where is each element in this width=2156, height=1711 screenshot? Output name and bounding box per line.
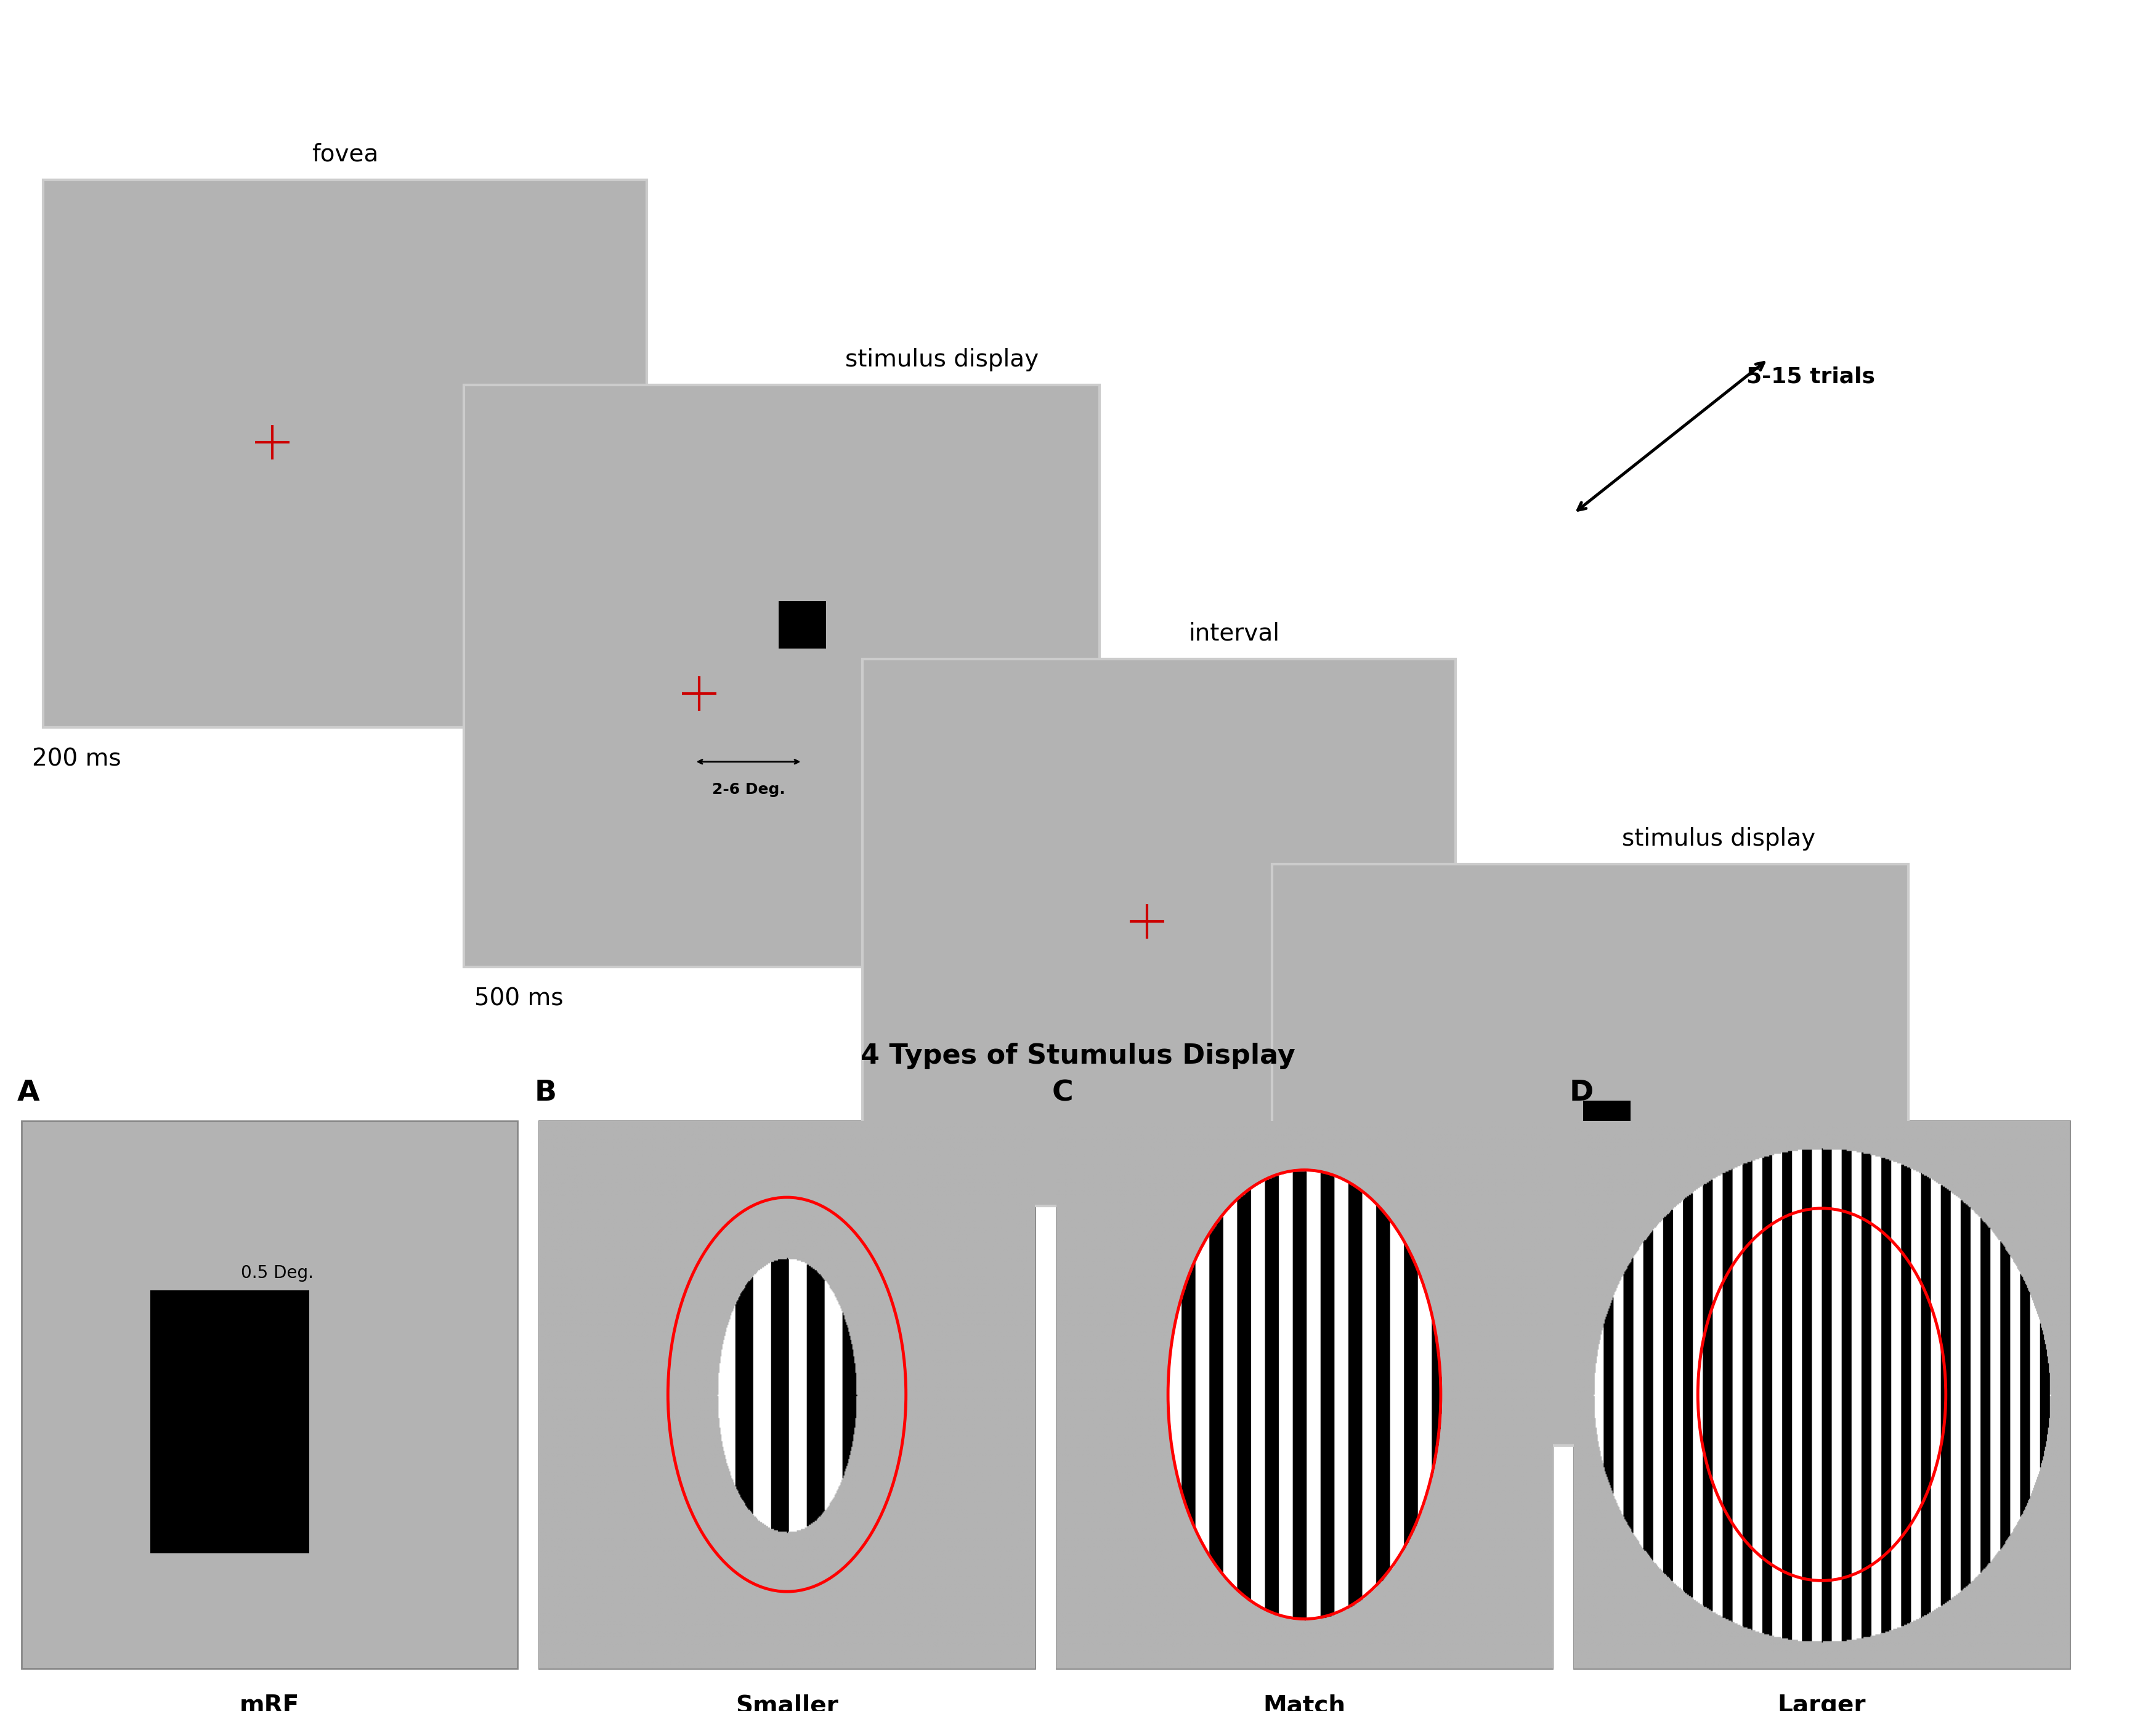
Text: 4 Types of Stumulus Display: 4 Types of Stumulus Display <box>860 1044 1296 1069</box>
Text: mRF: mRF <box>239 1694 300 1711</box>
Text: 0.5 Deg.: 0.5 Deg. <box>241 1264 313 1282</box>
Text: 500 ms: 500 ms <box>1283 1466 1371 1490</box>
Bar <box>778 601 826 648</box>
Bar <box>1574 1121 2070 1668</box>
Text: C: C <box>1052 1080 1074 1107</box>
Text: 500 ms: 500 ms <box>873 1227 962 1251</box>
Text: A: A <box>17 1080 39 1107</box>
Bar <box>1056 1121 1552 1668</box>
Text: 500 ms: 500 ms <box>474 987 563 1011</box>
Text: Match: Match <box>1263 1694 1345 1711</box>
Bar <box>862 659 1455 1206</box>
Bar <box>22 1121 517 1668</box>
Bar <box>1272 864 1908 1446</box>
Text: interval: interval <box>1188 621 1281 645</box>
Bar <box>43 180 647 727</box>
Text: Smaller: Smaller <box>735 1694 839 1711</box>
Text: 2-6 Deg.: 2-6 Deg. <box>711 782 785 797</box>
Text: 5-15 trials: 5-15 trials <box>1746 366 1876 387</box>
Bar <box>464 385 1100 967</box>
Text: stimulus display: stimulus display <box>845 347 1039 371</box>
Bar <box>1583 1100 1630 1148</box>
Text: 200 ms: 200 ms <box>32 748 121 772</box>
Text: D: D <box>1570 1080 1593 1107</box>
Text: B: B <box>535 1080 556 1107</box>
Bar <box>151 1290 308 1554</box>
Text: Larger: Larger <box>1779 1694 1867 1711</box>
Text: stimulus display: stimulus display <box>1621 826 1815 850</box>
Text: fovea: fovea <box>313 142 377 166</box>
Bar <box>539 1121 1035 1668</box>
